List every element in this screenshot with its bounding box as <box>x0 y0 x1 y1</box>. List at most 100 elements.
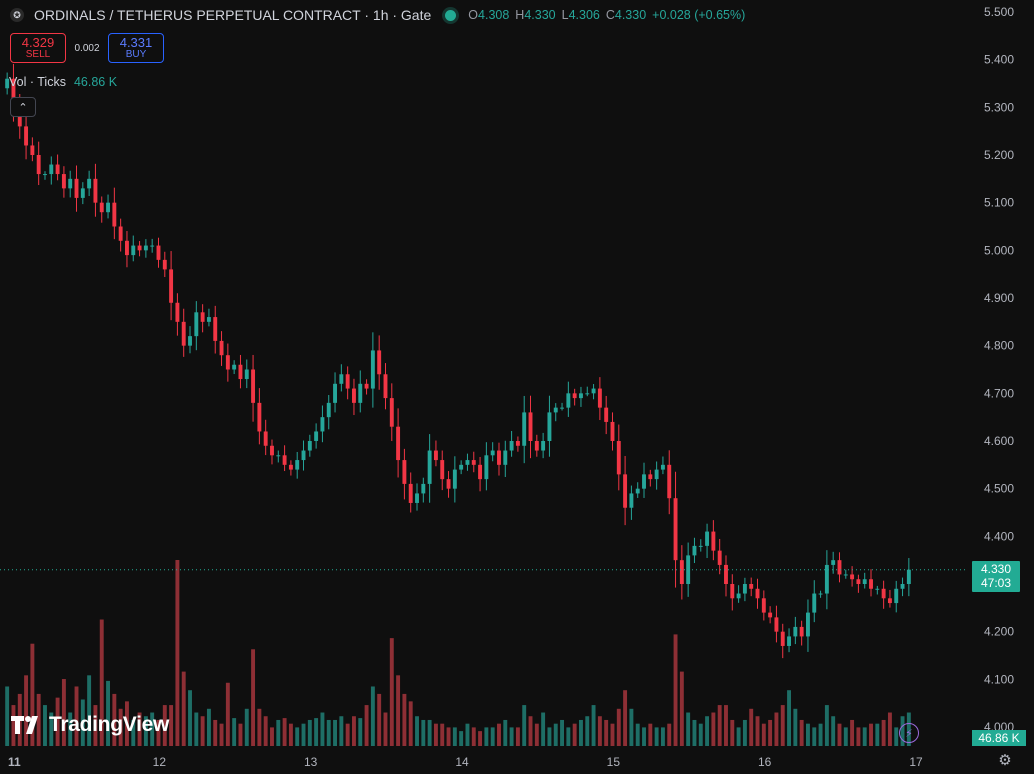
candle-body <box>894 588 899 604</box>
candle-body <box>484 455 489 480</box>
candle-body <box>232 364 237 370</box>
chevron-up-icon[interactable]: ⌃ <box>10 97 36 117</box>
candle-body <box>623 474 628 508</box>
candles <box>5 63 911 659</box>
time-tick-label: 13 <box>304 755 318 769</box>
volume-bar <box>478 731 483 746</box>
volume-bar <box>534 723 539 746</box>
price-tick-label: 5.300 <box>984 100 1014 114</box>
candle-body <box>528 412 533 441</box>
volume-bar <box>232 718 237 746</box>
candle-body <box>711 531 716 551</box>
volume-bar <box>87 675 92 746</box>
time-tick-label: 12 <box>153 755 167 769</box>
candle-body <box>717 550 722 565</box>
volume-bar <box>55 697 60 746</box>
volume-bar <box>244 708 249 746</box>
price-tick-label: 5.400 <box>984 53 1014 67</box>
candle-body <box>106 202 110 213</box>
volume-bar <box>36 693 41 746</box>
volume-bar <box>812 727 817 746</box>
candle-body <box>774 617 779 632</box>
price-tick-label: 4.600 <box>984 434 1014 448</box>
buy-button[interactable]: 4.331 BUY <box>108 33 164 63</box>
candle-body <box>99 202 104 213</box>
volume-bar <box>402 693 407 746</box>
volume-bar <box>742 719 747 746</box>
candle-body <box>490 450 495 456</box>
volume-bar <box>421 719 426 746</box>
price-tick-label: 4.200 <box>984 625 1014 639</box>
candle-body <box>131 245 136 256</box>
volume-bar <box>623 690 628 746</box>
candle-body <box>251 369 256 403</box>
candle-body <box>673 498 678 561</box>
candle-body <box>698 545 703 547</box>
volume-bar <box>616 708 621 746</box>
lightning-icon[interactable]: ⚡ <box>899 723 919 743</box>
volume-bar <box>377 693 382 746</box>
volume-bar <box>642 727 646 746</box>
candle-body <box>61 174 66 189</box>
volume-bar <box>818 723 823 746</box>
volume-bar <box>894 727 899 746</box>
volume-bar <box>471 727 476 746</box>
volume-bar <box>497 723 501 746</box>
candle-body <box>383 374 388 399</box>
candle-body <box>705 531 710 546</box>
volume-bar <box>799 719 804 746</box>
volume-bar <box>787 690 791 746</box>
sell-button[interactable]: 4.329 SELL <box>10 33 66 63</box>
volume-bar <box>875 723 880 746</box>
candle-body <box>5 78 10 89</box>
volume-bar <box>459 731 464 746</box>
candle-body <box>206 317 211 322</box>
volume-bar <box>515 727 520 746</box>
candle-body <box>824 564 829 594</box>
candle-body <box>415 493 419 503</box>
candle-body <box>125 240 129 256</box>
price-axis[interactable]: 5.500 5.400 5.300 5.200 5.100 5.000 4.900 4.800… <box>984 5 1014 734</box>
candle-body <box>850 574 855 580</box>
candle-body <box>93 178 98 203</box>
candle-body <box>295 460 300 470</box>
candle-body <box>364 383 369 389</box>
volume-bar <box>200 716 205 746</box>
gear-icon[interactable]: ⚙ <box>998 752 1012 769</box>
candle-body <box>560 407 564 409</box>
candle-body <box>276 455 281 457</box>
volume-bar <box>24 675 29 746</box>
volume-bar <box>175 560 180 746</box>
volume-bar <box>326 719 331 746</box>
candle-body <box>742 584 747 594</box>
volume-bar <box>370 686 375 746</box>
volume-bar <box>383 712 388 746</box>
volume-bar <box>648 723 653 746</box>
candle-body <box>497 450 501 465</box>
candle-body <box>862 579 867 584</box>
volume-bar <box>276 719 281 746</box>
volume-bar <box>572 723 577 746</box>
volume-bar <box>768 719 773 746</box>
candle-body <box>74 178 79 198</box>
volume-bar <box>465 723 470 746</box>
volume-bar <box>705 716 710 746</box>
volume-bar <box>850 719 855 746</box>
candle-body <box>314 431 319 441</box>
volume-bar <box>99 619 104 746</box>
volume-bar <box>749 708 754 746</box>
candle-body <box>642 474 646 489</box>
volume-bar <box>610 723 615 746</box>
candle-body <box>515 441 520 446</box>
volume-bar <box>17 693 22 746</box>
price-tick-label: 4.000 <box>984 720 1014 734</box>
volume-bar <box>219 723 224 746</box>
volume-bar <box>181 671 186 746</box>
volume-bar <box>288 723 293 746</box>
time-axis[interactable]: 11 12 13 14 15 16 17 <box>8 755 923 769</box>
candle-body <box>213 317 218 341</box>
candle-body <box>257 402 262 432</box>
volume-bar <box>352 716 356 746</box>
candle-body <box>818 593 823 595</box>
